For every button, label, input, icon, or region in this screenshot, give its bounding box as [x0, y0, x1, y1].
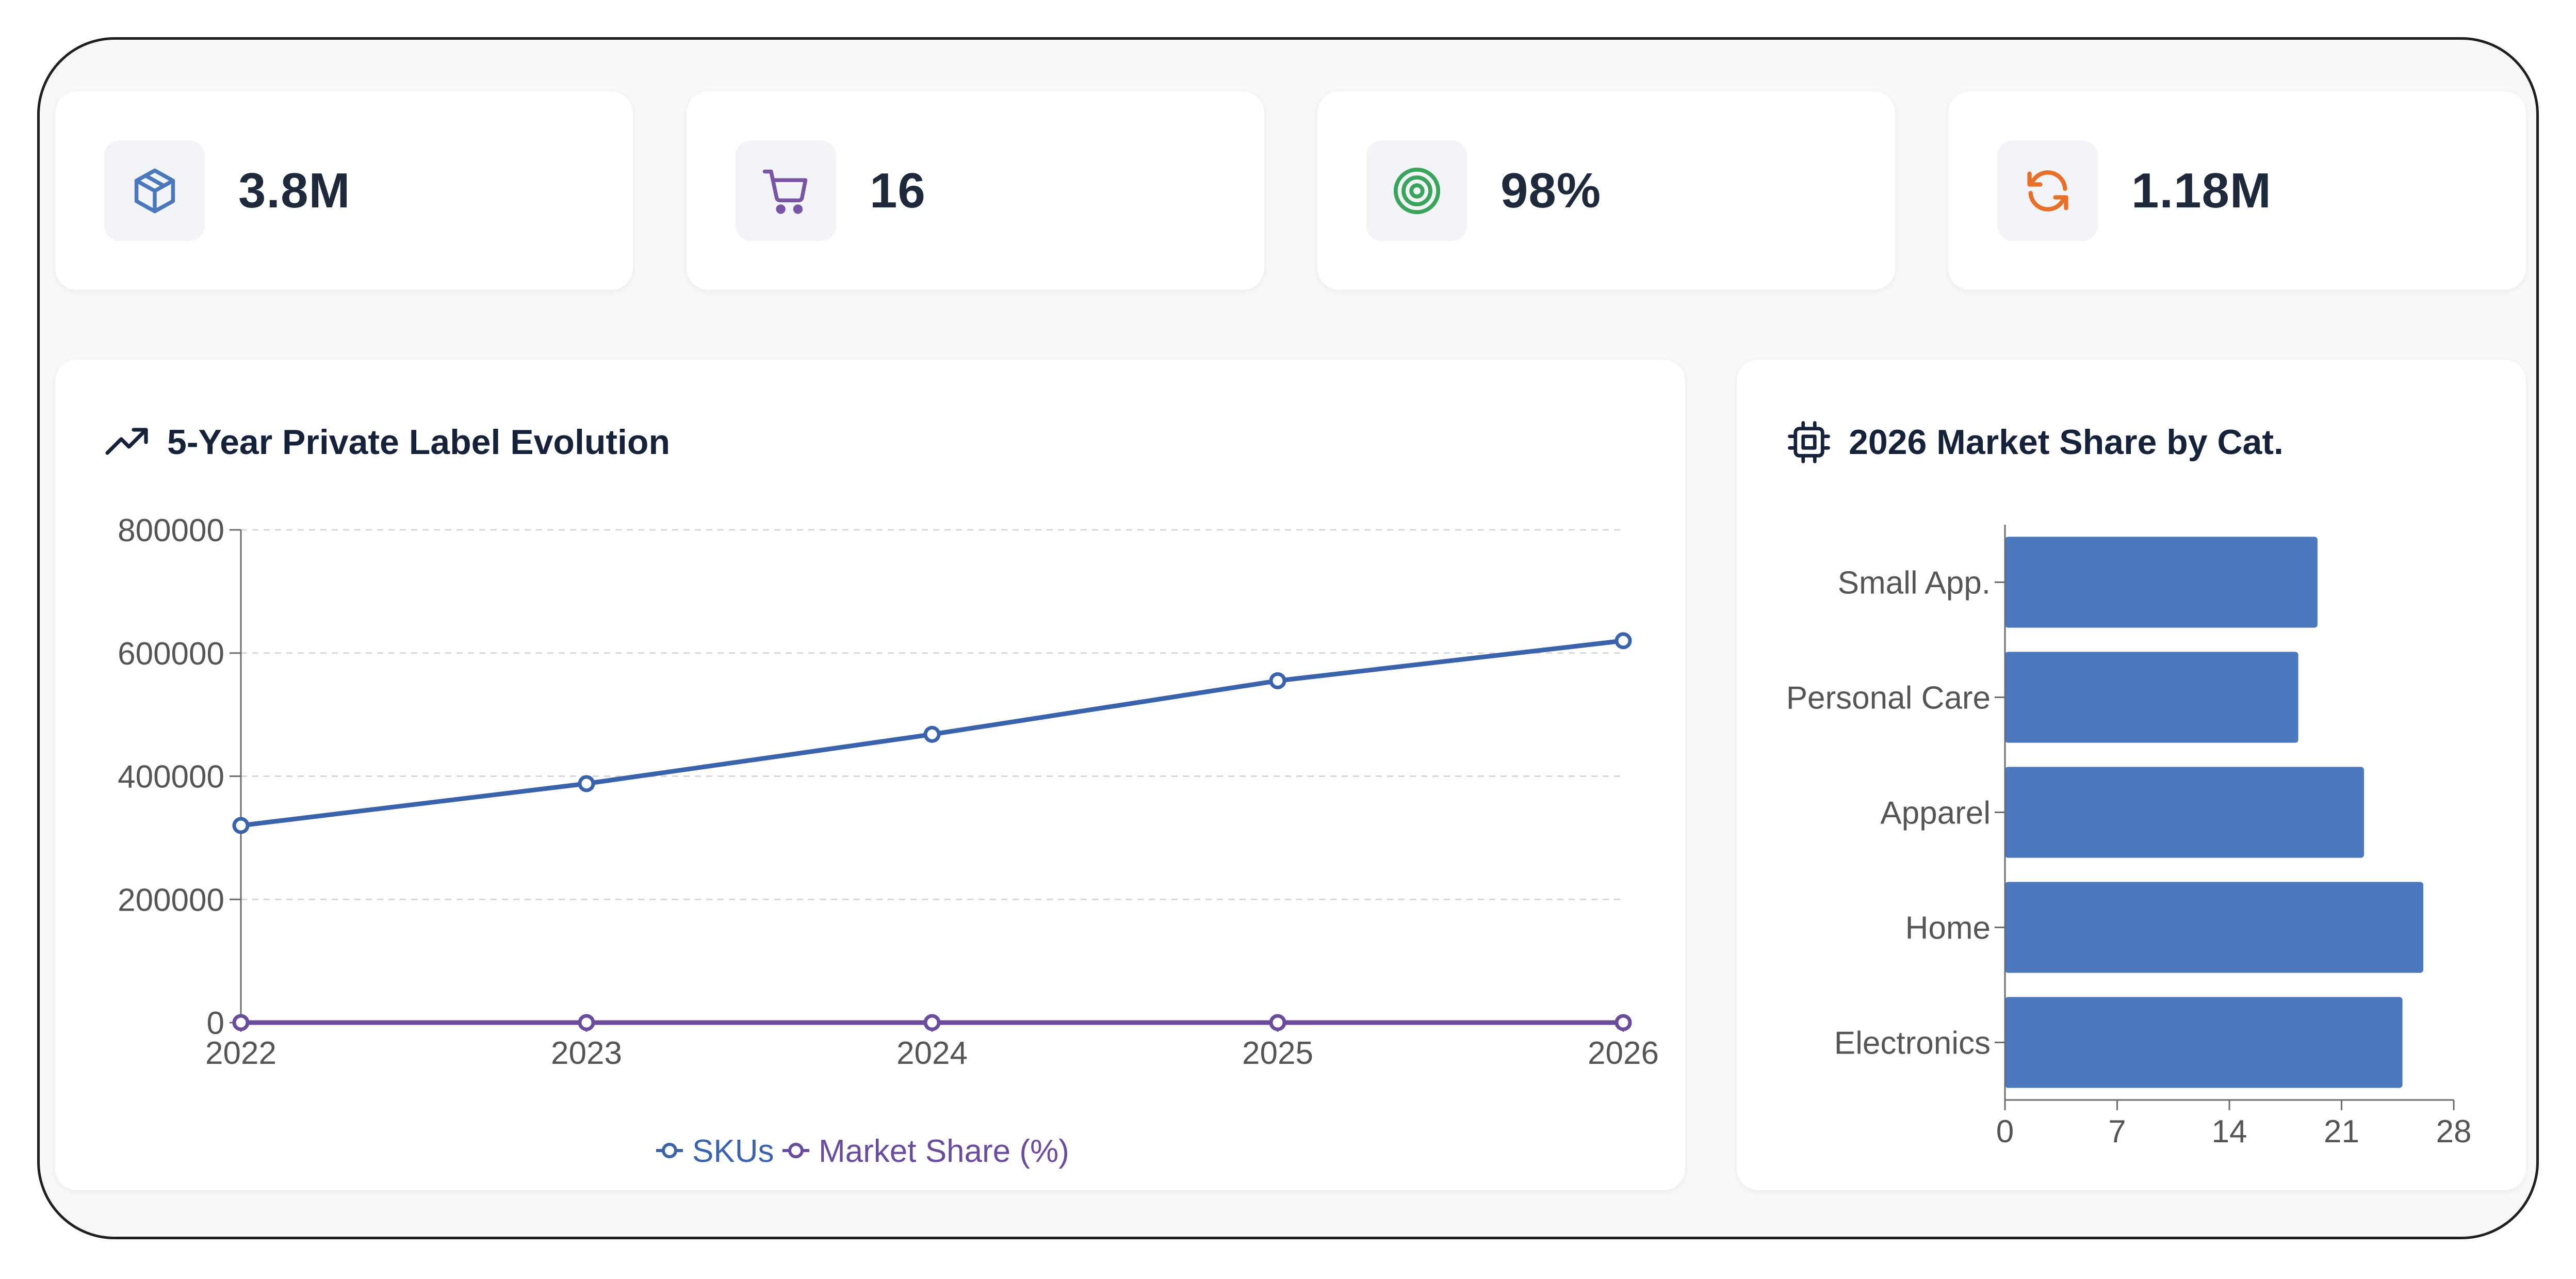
- legend-label: Market Share (%): [819, 1134, 1069, 1169]
- package-icon: [134, 168, 175, 213]
- category-label: Electronics: [1834, 1026, 1991, 1061]
- kpi-icon-box: [736, 140, 836, 241]
- y-tick-label: 200000: [118, 882, 224, 918]
- y-tick-label: 400000: [118, 759, 224, 795]
- bar-chart: Small App. Personal Care Apparel Home Electr…: [1786, 525, 2472, 1150]
- bar: [2005, 652, 2298, 743]
- target-icon: [1393, 167, 1440, 214]
- bar: [2005, 537, 2318, 628]
- kpi-value: 16: [870, 163, 926, 218]
- data-point: [923, 1014, 941, 1031]
- x-tick-label: 14: [2212, 1114, 2247, 1150]
- data-point: [232, 1014, 250, 1031]
- line-chart: 0 200000 400000 600000 800000 2022 2023 2024 202…: [118, 513, 1659, 1169]
- kpi-card-target: 98%: [1317, 91, 1895, 290]
- data-point: [1269, 672, 1286, 689]
- data-point: [1615, 632, 1632, 650]
- legend-swatch-marker: [788, 1143, 804, 1158]
- line-chart-title: 5-Year Private Label Evolution: [167, 423, 671, 462]
- x-tick-label: 2023: [551, 1035, 622, 1071]
- panel-title: 2026 Market Share by Cat.: [1786, 416, 2284, 468]
- kpi-value: 3.8M: [238, 163, 351, 218]
- trending-up-icon: [105, 428, 148, 455]
- kpi-value: 98%: [1501, 163, 1602, 218]
- data-point: [1269, 1014, 1286, 1031]
- kpi-icon-box: [1997, 140, 2098, 241]
- dashboard-frame: 3.8M 16 98%: [37, 37, 2539, 1239]
- cart-icon: [762, 169, 807, 214]
- category-label: Personal Care: [1786, 681, 1991, 716]
- kpi-card-refresh: 1.18M: [1948, 91, 2526, 290]
- cpu-icon: [1788, 421, 1830, 463]
- kpi-card-cart: 16: [687, 91, 1264, 290]
- kpi-icon-box: [104, 140, 205, 241]
- refresh-icon: [2027, 170, 2068, 212]
- data-point: [923, 725, 941, 743]
- kpi-icon-box: [1366, 140, 1467, 241]
- x-tick-label: 2024: [896, 1035, 968, 1071]
- legend-label: SKUs: [692, 1134, 774, 1169]
- data-point: [578, 775, 595, 792]
- category-label: Home: [1905, 911, 1991, 946]
- legend-swatch-marker: [662, 1143, 677, 1158]
- data-point: [232, 817, 250, 834]
- x-tick-label: 2022: [205, 1035, 276, 1071]
- y-tick-label: 0: [207, 1006, 224, 1041]
- bar-chart-panel: 2026 Market Share by Cat. Small App. Pers…: [1737, 360, 2526, 1190]
- line-chart-panel: 5-Year Private Label Evolution 0 200000 40…: [55, 360, 1685, 1190]
- y-tick-label: 800000: [118, 513, 224, 548]
- bar-chart-title: 2026 Market Share by Cat.: [1849, 423, 2284, 462]
- bar: [2005, 882, 2423, 973]
- bar: [2005, 997, 2403, 1088]
- category-label: Small App.: [1838, 565, 1991, 601]
- x-tick-label: 28: [2436, 1114, 2472, 1150]
- x-tick-label: 2025: [1242, 1035, 1313, 1071]
- x-tick-label: 0: [1996, 1114, 2014, 1150]
- y-tick-label: 600000: [118, 636, 224, 672]
- kpi-card-packages: 3.8M: [55, 91, 633, 290]
- panel-title: 5-Year Private Label Evolution: [104, 416, 670, 468]
- x-tick-label: 21: [2324, 1114, 2359, 1150]
- data-point: [1615, 1014, 1632, 1031]
- kpi-value: 1.18M: [2131, 163, 2272, 218]
- category-label: Apparel: [1880, 796, 1991, 831]
- data-point: [578, 1014, 595, 1031]
- x-tick-label: 2026: [1588, 1035, 1659, 1071]
- x-tick-label: 7: [2108, 1114, 2126, 1150]
- bar: [2005, 767, 2364, 858]
